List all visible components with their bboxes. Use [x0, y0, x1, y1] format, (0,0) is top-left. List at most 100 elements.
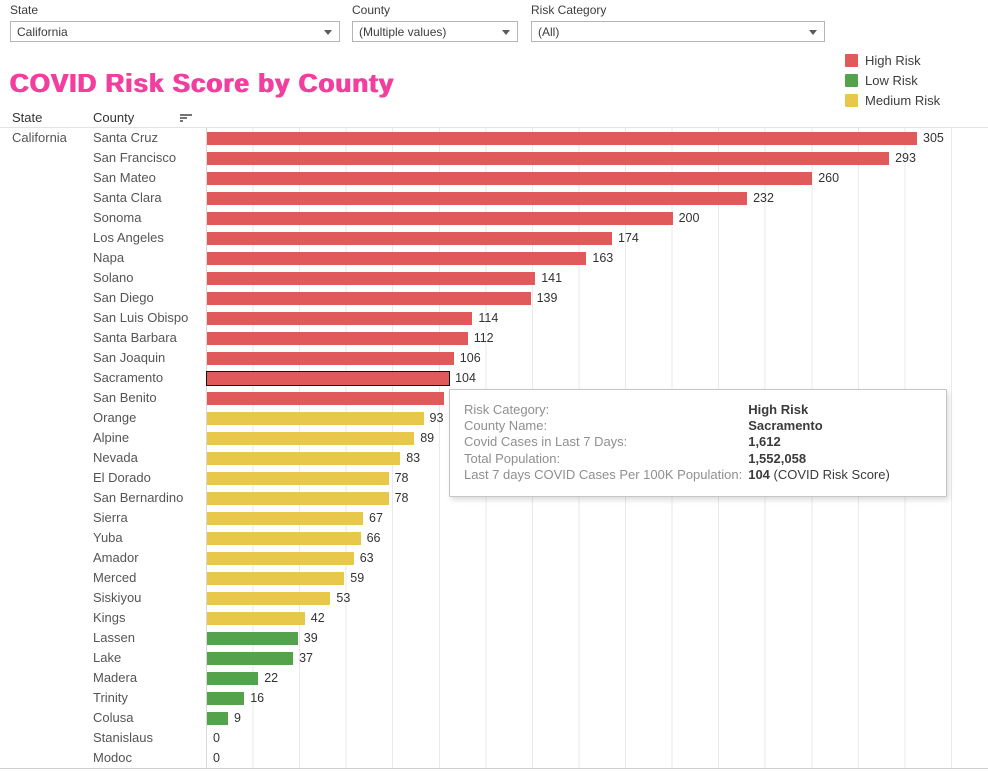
- county-cell[interactable]: Stanislaus: [93, 730, 153, 745]
- county-cell[interactable]: Sacramento: [93, 370, 164, 385]
- legend-item[interactable]: Medium Risk: [845, 90, 940, 110]
- bar-value-label: 42: [310, 611, 325, 625]
- county-cell[interactable]: Santa Clara: [93, 190, 162, 205]
- table-row: San Luis Obispo 114: [0, 308, 988, 328]
- tooltip-value: Sacramento: [748, 418, 823, 434]
- county-cell[interactable]: San Diego: [93, 290, 154, 305]
- bar[interactable]: [207, 271, 536, 285]
- bar[interactable]: [207, 151, 890, 165]
- rows: California Santa Cruz 305 San Francisco 293 S…: [0, 128, 988, 768]
- bar[interactable]: [207, 591, 331, 605]
- bar-value-label: 89: [420, 431, 435, 445]
- county-cell[interactable]: Lake: [93, 650, 122, 665]
- county-filter-dropdown[interactable]: (Multiple values): [352, 21, 518, 42]
- state-filter-label: State: [10, 3, 39, 17]
- bar-value-label: 63: [359, 551, 374, 565]
- county-cell[interactable]: San Luis Obispo: [93, 310, 189, 325]
- bar[interactable]: [207, 131, 917, 145]
- bar[interactable]: [207, 351, 454, 365]
- risk-category-filter: Risk Category (All): [531, 3, 825, 42]
- bar-value-label: 114: [478, 311, 499, 325]
- risk-category-filter-label: Risk Category: [531, 3, 607, 17]
- county-cell[interactable]: Nevada: [93, 450, 138, 465]
- county-cell[interactable]: Madera: [93, 670, 138, 685]
- county-cell[interactable]: Sonoma: [93, 210, 142, 225]
- county-cell[interactable]: Yuba: [93, 530, 123, 545]
- legend-item[interactable]: High Risk: [845, 50, 940, 70]
- bar[interactable]: [207, 711, 228, 725]
- header-divider: [0, 127, 988, 128]
- bar[interactable]: [207, 391, 445, 405]
- bar[interactable]: [207, 651, 294, 665]
- bar[interactable]: [207, 631, 298, 645]
- state-filter-value: California: [17, 24, 68, 39]
- bar-value-label: 293: [895, 151, 916, 165]
- bar[interactable]: [207, 511, 363, 525]
- bar[interactable]: [207, 211, 673, 225]
- table-row: El Dorado 78: [0, 468, 988, 488]
- county-cell[interactable]: Orange: [93, 410, 137, 425]
- county-cell[interactable]: Trinity: [93, 690, 128, 705]
- bar[interactable]: [207, 191, 748, 205]
- table-row: San Mateo 260: [0, 168, 988, 188]
- bar[interactable]: [207, 671, 259, 685]
- county-cell[interactable]: Siskiyou: [93, 590, 142, 605]
- table-row: Siskiyou 53: [0, 588, 988, 608]
- bar[interactable]: [207, 611, 305, 625]
- county-cell[interactable]: San Bernardino: [93, 490, 184, 505]
- state-filter-dropdown[interactable]: California: [10, 21, 340, 42]
- table-row: San Francisco 293: [0, 148, 988, 168]
- county-cell[interactable]: Amador: [93, 550, 139, 565]
- bar-value-label: 163: [592, 251, 614, 265]
- bar[interactable]: [207, 431, 415, 445]
- table-row: San Benito: [0, 388, 988, 408]
- sort-descending-icon[interactable]: [180, 114, 192, 123]
- county-cell[interactable]: Lassen: [93, 630, 135, 645]
- county-cell[interactable]: Santa Cruz: [93, 130, 159, 145]
- bar[interactable]: [207, 551, 354, 565]
- table-row: Modoc 0: [0, 748, 988, 768]
- county-cell[interactable]: Colusa: [93, 710, 134, 725]
- bar[interactable]: [207, 571, 345, 585]
- bar[interactable]: [207, 291, 531, 305]
- bar[interactable]: [207, 331, 468, 345]
- bar[interactable]: [207, 231, 612, 245]
- bar[interactable]: [207, 411, 424, 425]
- county-cell[interactable]: Kings: [93, 610, 126, 625]
- county-cell[interactable]: Solano: [93, 270, 134, 285]
- county-cell[interactable]: Santa Barbara: [93, 330, 177, 345]
- bar[interactable]: [207, 451, 401, 465]
- county-cell[interactable]: San Mateo: [93, 170, 156, 185]
- chevron-down-icon: [324, 30, 332, 35]
- county-cell[interactable]: Alpine: [93, 430, 130, 445]
- county-cell[interactable]: Napa: [93, 250, 125, 265]
- county-cell[interactable]: San Francisco: [93, 150, 177, 165]
- state-cell[interactable]: California: [12, 130, 67, 145]
- bar[interactable]: [207, 251, 587, 265]
- tooltip-label: Risk Category:: [464, 402, 550, 417]
- bar[interactable]: [207, 691, 245, 705]
- bar[interactable]: [207, 171, 813, 185]
- table-row: San Joaquin 106: [0, 348, 988, 368]
- bar[interactable]: [207, 491, 389, 505]
- bar[interactable]: [205, 370, 451, 386]
- bar[interactable]: [207, 471, 389, 485]
- county-cell[interactable]: Los Angeles: [93, 230, 164, 245]
- county-cell[interactable]: San Joaquin: [93, 350, 166, 365]
- bar[interactable]: [207, 531, 361, 545]
- table-row: Orange 93: [0, 408, 988, 428]
- county-cell[interactable]: El Dorado: [93, 470, 151, 485]
- legend-item[interactable]: Low Risk: [845, 70, 940, 90]
- table-row: Lake 37: [0, 648, 988, 668]
- bar-value-label: 83: [406, 451, 421, 465]
- county-cell[interactable]: Modoc: [93, 750, 133, 765]
- column-header-county: County: [93, 110, 135, 125]
- table-row: Stanislaus 0: [0, 728, 988, 748]
- bar[interactable]: [207, 311, 473, 325]
- risk-category-filter-dropdown[interactable]: (All): [531, 21, 825, 42]
- county-cell[interactable]: Merced: [93, 570, 137, 585]
- table-row: Nevada 83: [0, 448, 988, 468]
- county-cell[interactable]: San Benito: [93, 390, 157, 405]
- table-row: Sacramento 104: [0, 368, 988, 388]
- county-cell[interactable]: Sierra: [93, 510, 128, 525]
